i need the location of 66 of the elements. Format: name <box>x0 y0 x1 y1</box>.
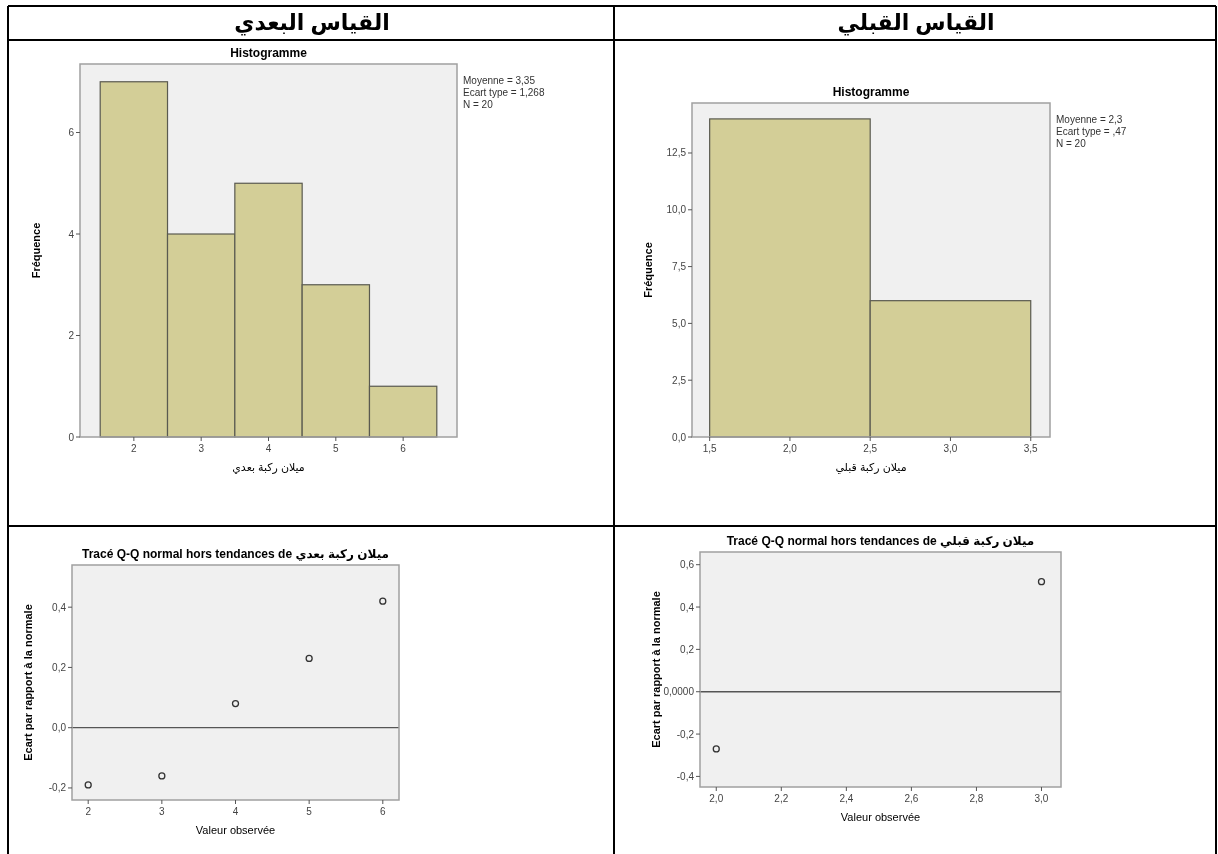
text: N = 20 <box>463 99 494 110</box>
y-tick-label: 0,6 <box>680 559 695 571</box>
x-tick-label: 3 <box>198 443 205 454</box>
text: القياس البعدي <box>234 10 390 36</box>
y-tick-label: -0,2 <box>48 782 67 794</box>
text: Ecart type = 1,268 <box>463 87 545 98</box>
x-tick-label: 2,2 <box>774 793 789 804</box>
y-tick-label: 12,5 <box>666 147 687 159</box>
y-tick-label: 2,5 <box>672 374 687 386</box>
y-tick-label: -0,4 <box>676 770 695 782</box>
point <box>84 781 92 789</box>
text: القياس القبلي <box>837 10 995 36</box>
x-axis-title: ميلان ركبة بعدي <box>232 461 305 474</box>
chart-title: Histogramme <box>230 46 308 60</box>
y-tick-label: 0,4 <box>52 601 67 613</box>
x-tick-label: 2,6 <box>904 793 919 804</box>
text: Ecart type = ,47 <box>1056 126 1127 137</box>
x-tick-label: 6 <box>380 806 387 817</box>
y-tick-label: 0 <box>68 431 75 443</box>
x-tick-label: 5 <box>306 806 313 817</box>
x-tick-label: 2 <box>131 443 138 454</box>
chart-title: Tracé Q-Q normal hors tendances de ميلان ركبة قبلي <box>726 534 1035 548</box>
point <box>158 772 166 780</box>
y-tick-label: -0,2 <box>676 728 695 740</box>
y-tick-label: 5,0 <box>672 317 687 329</box>
y-axis-title: Fréquence <box>642 242 654 298</box>
x-tick-label: 3,0 <box>1034 793 1049 804</box>
y-tick-label: 10,0 <box>666 204 687 216</box>
y-axis-title: Ecart par rapport à la normale <box>650 591 662 748</box>
chart-title: Tracé Q-Q normal hors tendances de ميلان ركبة بعدي <box>81 547 390 561</box>
y-tick-label: 2 <box>68 330 75 341</box>
text: Moyenne = 2,3 <box>1056 114 1123 125</box>
text: Moyenne = 3,35 <box>463 75 536 86</box>
x-tick-label: 5 <box>333 443 340 454</box>
x-tick-label: 2 <box>85 806 92 817</box>
x-axis-title: Valeur observée <box>195 824 276 836</box>
y-axis-title: Fréquence <box>30 222 42 279</box>
y-tick-label: 0,0 <box>672 431 687 443</box>
x-tick-label: 2,4 <box>839 793 854 804</box>
x-tick-label: 1,5 <box>702 443 718 454</box>
x-tick-label: 3 <box>159 806 166 817</box>
x-tick-label: 2,0 <box>709 793 724 804</box>
x-tick-label: 3,0 <box>943 443 958 454</box>
x-axis-title: Valeur observée <box>840 811 921 823</box>
y-tick-label: 7,5 <box>672 261 687 273</box>
y-tick-label: 0,2 <box>52 661 67 673</box>
x-tick-label: 2,8 <box>969 793 984 804</box>
x-tick-label: 2,5 <box>863 443 878 454</box>
y-tick-label: 0,2 <box>680 643 695 655</box>
y-tick-label: 0,4 <box>680 601 695 613</box>
x-tick-label: 4 <box>232 806 239 817</box>
x-axis-title: ميلان ركبة قبلي <box>835 461 907 474</box>
point <box>305 654 313 663</box>
y-tick-label: 6 <box>68 127 75 139</box>
y-tick-label: 0,0 <box>52 722 67 734</box>
x-tick-label: 4 <box>265 443 272 454</box>
x-tick-label: 2,0 <box>782 443 798 454</box>
chart-title: Histogramme <box>832 85 910 99</box>
y-axis-title: Ecart par rapport à la normale <box>22 604 34 761</box>
point <box>231 699 240 708</box>
text: N = 20 <box>1056 138 1087 149</box>
x-tick-label: 3,5 <box>1023 443 1039 454</box>
y-tick-label: 0,0000 <box>663 686 695 698</box>
x-tick-label: 6 <box>400 443 407 454</box>
point <box>379 597 387 605</box>
y-tick-label: 4 <box>68 228 75 240</box>
